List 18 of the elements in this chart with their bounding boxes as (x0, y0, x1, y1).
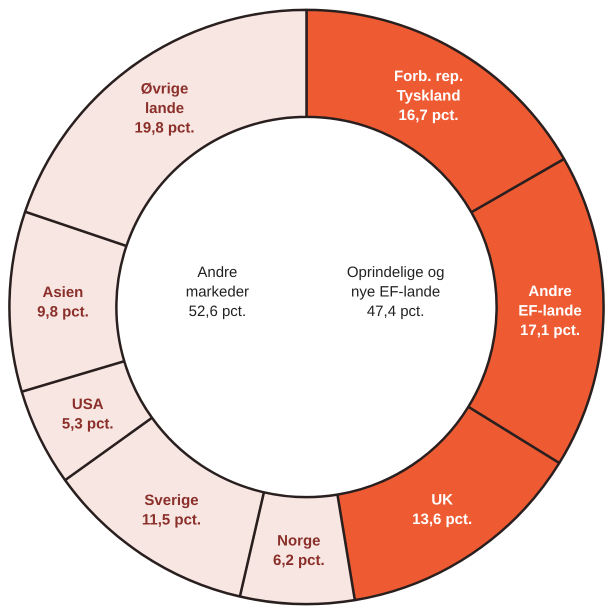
slice-label: Norge (277, 532, 321, 550)
slice-label: Øvrige lande (140, 80, 188, 118)
data-label: 11,5 pct. (142, 511, 202, 528)
data-label: 17,1 pct. (520, 322, 580, 339)
slice-label: UK (431, 491, 454, 508)
slice-label: Asien (42, 284, 84, 302)
text: Oprindelige og nye EF-lande 47,4 pct. (346, 264, 444, 320)
slice-label: Forb. rep. Tyskland (394, 68, 464, 104)
data-label: 13,6 pct. (412, 510, 472, 528)
data-label: 19,8 pct. (134, 120, 195, 137)
slice-label: Andre EF-lande (518, 282, 582, 320)
slice-label: USA (72, 396, 104, 414)
data-label: 16,7 pct. (398, 106, 459, 124)
data-label: 9,8 pct. (37, 304, 89, 321)
slice-label: Sverige (144, 492, 199, 509)
data-label: 5,3 pct. (62, 416, 114, 433)
data-label: 6,2 pct. (273, 552, 325, 570)
text: Andre markeder 52,6 pct. (186, 264, 250, 320)
